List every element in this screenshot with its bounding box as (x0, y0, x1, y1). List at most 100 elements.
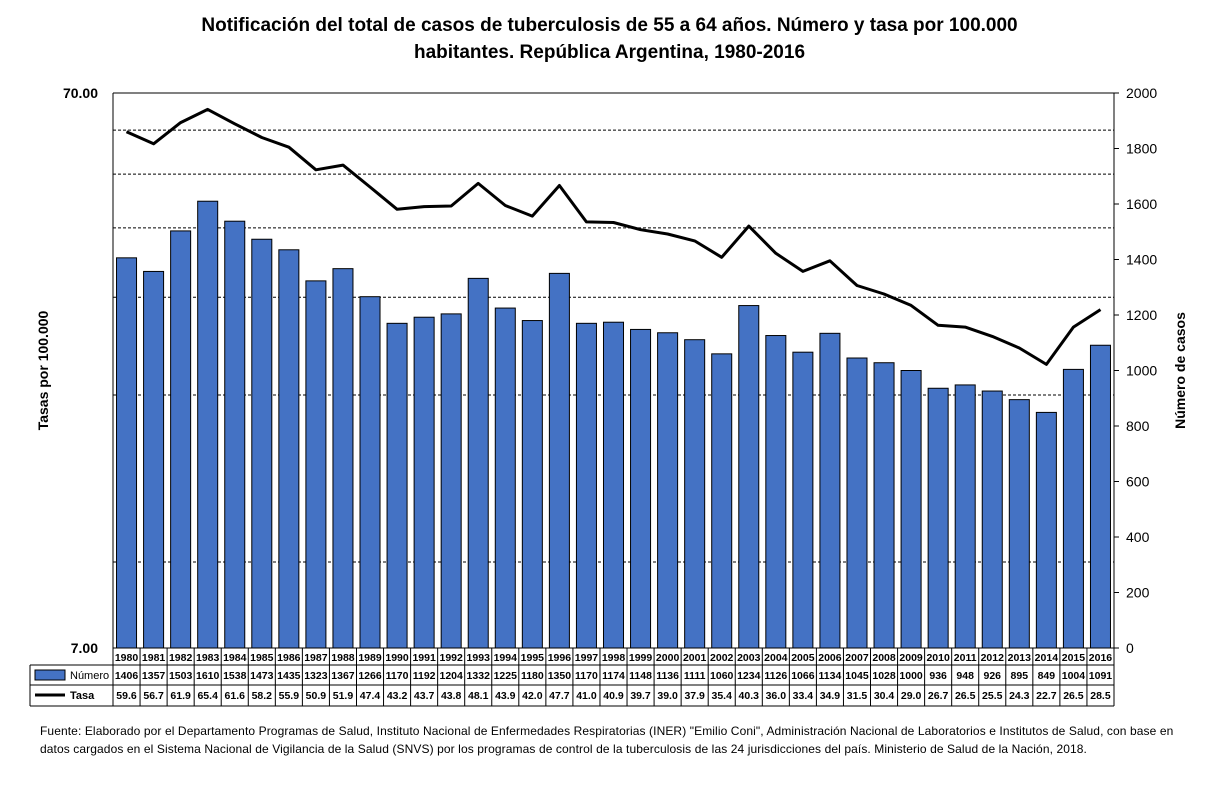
x-tick-label: 2013 (1008, 652, 1032, 664)
right-tick-label: 800 (1126, 418, 1150, 434)
table-value-numero: 1538 (223, 670, 247, 682)
bar (575, 322, 597, 649)
bar (278, 249, 300, 649)
bar (792, 351, 814, 649)
x-tick-label: 1988 (331, 652, 355, 664)
bar (927, 387, 949, 649)
table-value-tasa: 24.3 (1009, 690, 1030, 702)
table-value-tasa: 22.7 (1036, 690, 1057, 702)
x-tick-label: 1992 (439, 652, 463, 664)
right-tick-label: 400 (1126, 529, 1150, 545)
table-value-tasa: 35.4 (711, 690, 732, 702)
table-value-tasa: 43.8 (441, 690, 462, 702)
table-value-tasa: 43.7 (414, 690, 435, 702)
right-tick-label: 1600 (1126, 196, 1157, 212)
chart-svg: 70.00 7.00 0 200 400 600 800 1000 1200 1400 1600 18… (29, 85, 1188, 707)
table-value-numero: 895 (1011, 670, 1029, 682)
bar (954, 384, 976, 649)
table-value-numero: 1367 (331, 670, 355, 682)
table-value-numero: 1357 (142, 670, 166, 682)
x-tick-label: 2004 (764, 652, 788, 664)
bar (332, 268, 354, 649)
bar (494, 307, 516, 649)
table-value-tasa: 25.5 (982, 690, 1003, 702)
table-value-numero: 1000 (899, 670, 923, 682)
table-value-tasa: 26.5 (1063, 690, 1084, 702)
table-value-tasa: 59.6 (116, 690, 137, 702)
bar (657, 332, 679, 649)
table-value-tasa: 34.9 (820, 690, 841, 702)
bar (224, 220, 246, 649)
x-tick-label: 1993 (467, 652, 491, 664)
table-value-numero: 1045 (845, 670, 869, 682)
bar (521, 320, 543, 649)
table-value-tasa: 58.2 (252, 690, 273, 702)
bar (711, 353, 733, 649)
table-value-tasa: 61.6 (225, 690, 246, 702)
bar (143, 270, 165, 649)
x-tick-label: 1980 (115, 652, 139, 664)
left-tick-label: 70.00 (63, 85, 98, 101)
x-tick-label: 2005 (791, 652, 815, 664)
x-tick-label: 1999 (629, 652, 653, 664)
table-value-numero: 1028 (872, 670, 896, 682)
bar (251, 238, 273, 649)
table-value-numero: 1126 (764, 670, 787, 682)
bar (1089, 344, 1111, 649)
table-value-tasa: 61.9 (170, 690, 191, 702)
bar (386, 322, 408, 649)
x-tick-label: 1987 (304, 652, 328, 664)
table-value-numero: 1170 (575, 670, 598, 682)
x-tick-label: 1996 (548, 652, 572, 664)
x-tick-label: 2006 (818, 652, 842, 664)
table-value-numero: 1004 (1062, 670, 1086, 682)
chart-title-line2: habitantes. República Argentina, 1980-20… (413, 42, 806, 63)
table-value-tasa: 26.5 (955, 690, 976, 702)
table-value-tasa: 43.9 (495, 690, 516, 702)
table-value-numero: 1066 (791, 670, 815, 682)
right-tick-label: 600 (1126, 474, 1150, 490)
bar (1008, 399, 1030, 649)
table-value-numero: 1610 (196, 670, 220, 682)
table-value-numero: 1134 (819, 670, 842, 682)
bar (305, 280, 327, 649)
table-value-numero: 1435 (277, 670, 301, 682)
table-value-numero: 1234 (737, 670, 761, 682)
bar (765, 335, 787, 649)
legend-label-tasa: Tasa (70, 690, 95, 702)
x-tick-label: 2002 (710, 652, 734, 664)
x-tick-label: 1991 (412, 652, 436, 664)
table-value-tasa: 40.9 (603, 690, 624, 702)
bar (440, 313, 462, 649)
left-tick-label: 7.00 (71, 640, 98, 656)
legend-label-numero: Número (70, 670, 109, 682)
table-value-numero: 948 (956, 670, 974, 682)
x-tick-label: 2007 (845, 652, 869, 664)
table-value-tasa: 31.5 (847, 690, 868, 702)
x-tick-label: 1984 (223, 652, 247, 664)
x-tick-label: 2010 (926, 652, 950, 664)
legend-swatch-numero (34, 669, 66, 681)
x-tick-label: 2003 (737, 652, 761, 664)
x-tick-label: 1985 (250, 652, 274, 664)
right-tick-label: 1000 (1126, 363, 1157, 379)
table-value-numero: 926 (983, 670, 1001, 682)
table-value-tasa: 29.0 (901, 690, 922, 702)
x-tick-label: 1982 (169, 652, 193, 664)
table-value-numero: 1323 (304, 670, 328, 682)
table-value-numero: 1350 (548, 670, 572, 682)
x-tick-label: 1983 (196, 652, 220, 664)
table-value-tasa: 43.2 (387, 690, 408, 702)
table-value-tasa: 42.0 (522, 690, 543, 702)
bar (548, 272, 570, 649)
x-tick-label: 1990 (385, 652, 409, 664)
table-value-numero: 1180 (521, 670, 544, 682)
table-value-tasa: 39.0 (657, 690, 678, 702)
table-value-tasa: 33.4 (793, 690, 814, 702)
right-tick-label: 1200 (1126, 307, 1157, 323)
table-value-tasa: 30.4 (874, 690, 895, 702)
table-value-tasa: 40.3 (739, 690, 760, 702)
table-value-numero: 1225 (494, 670, 518, 682)
x-tick-label: 2000 (656, 652, 680, 664)
